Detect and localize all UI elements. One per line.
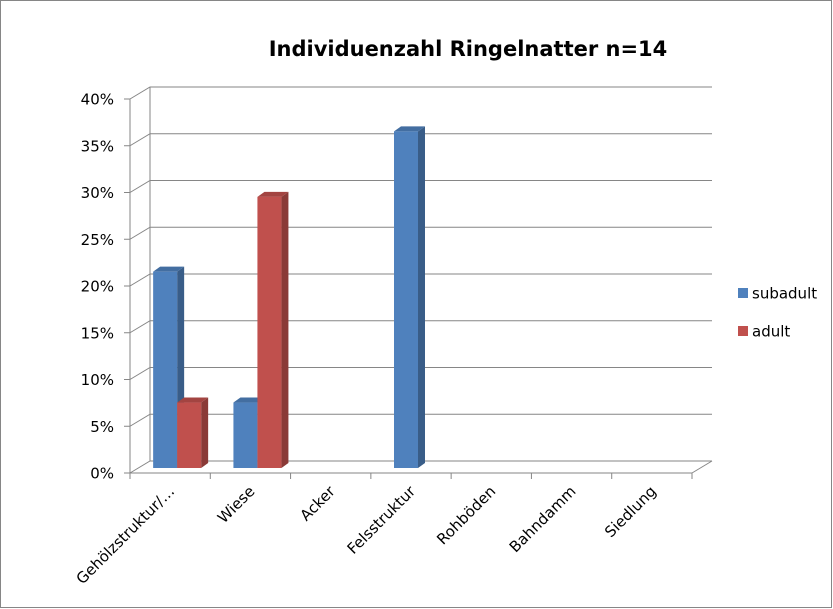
bar [153, 271, 178, 468]
legend-swatch [738, 288, 748, 298]
y-tick-label: 20% [81, 278, 114, 296]
y-tick-label: 0% [90, 465, 114, 483]
bar [233, 402, 258, 468]
floor-edge [691, 460, 713, 474]
legend-label: subadult [752, 285, 817, 303]
y-tick-label: 5% [90, 418, 114, 436]
bar-top [177, 397, 209, 403]
y-tick-label: 10% [81, 371, 114, 389]
chart-title: Individuenzahl Ringelnatter n=14 [269, 37, 668, 61]
bar-top [233, 397, 265, 403]
legend-swatch [738, 326, 748, 336]
bar-top [257, 191, 289, 197]
y-tick-label: 15% [81, 324, 114, 342]
y-tick-label: 40% [81, 91, 114, 109]
y-tick-label: 30% [81, 184, 114, 202]
bar [177, 402, 202, 468]
bar [394, 131, 418, 468]
bar-top [153, 266, 185, 272]
y-tick-label: 25% [81, 231, 114, 249]
bar-side [201, 397, 209, 468]
bar-top [394, 126, 425, 132]
bar [257, 196, 282, 468]
bar-side [281, 191, 289, 468]
legend-label: adult [752, 323, 790, 341]
bar-side [418, 126, 425, 469]
y-tick-label: 35% [81, 137, 114, 155]
